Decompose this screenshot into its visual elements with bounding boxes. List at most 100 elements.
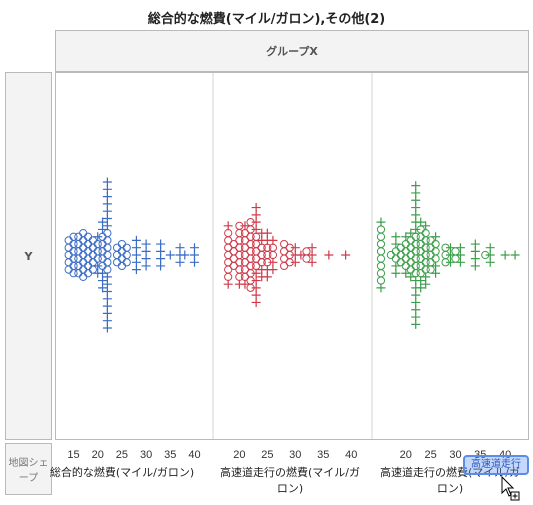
data-point-circle: [396, 243, 405, 252]
data-point-circle: [426, 236, 435, 245]
x-tick-label: 20: [233, 449, 245, 461]
data-point-circle: [302, 247, 311, 256]
y-drop-zone[interactable]: Y: [5, 72, 52, 440]
data-point-circle: [117, 239, 127, 249]
data-point-circle: [391, 247, 400, 256]
data-point-circle: [83, 247, 93, 256]
x-tick-label: 35: [164, 449, 176, 461]
data-point-circle: [64, 236, 73, 245]
data-point-circle: [426, 250, 435, 260]
data-point-circle: [88, 236, 97, 245]
data-point-circle: [98, 247, 107, 256]
data-point-plus: [376, 217, 386, 227]
data-point-circle: [376, 261, 386, 271]
data-point-plus: [391, 268, 401, 278]
data-point-circle: [302, 254, 311, 263]
x-axis-label-highway-mpg-red: 高速道走行の燃費(マイル/ガロン): [220, 466, 360, 495]
data-point-circle: [406, 236, 415, 245]
data-point-circle: [416, 269, 425, 278]
data-point-plus: [411, 224, 421, 234]
x-tick-label: 40: [188, 449, 200, 461]
data-point-circle: [416, 254, 425, 263]
x-axis-label-combined-mpg: 総合的な燃費(マイル/ガロン): [49, 466, 195, 479]
data-point-circle: [431, 239, 440, 249]
data-point-circle: [386, 250, 395, 260]
data-point-circle: [252, 232, 261, 241]
data-point-circle: [88, 258, 97, 267]
data-point-plus: [376, 283, 386, 293]
x-tick-label: 25: [261, 449, 273, 461]
data-point-plus: [510, 250, 520, 260]
data-point-circle: [401, 261, 410, 271]
data-point-circle: [74, 247, 83, 256]
data-point-circle: [376, 247, 386, 256]
data-point-circle: [401, 254, 410, 263]
data-point-circle: [376, 239, 386, 249]
data-point-circle: [117, 261, 127, 271]
data-point-circle: [103, 258, 112, 267]
data-point-circle: [112, 243, 122, 252]
x-tick-label: 25: [116, 449, 128, 461]
data-point-circle: [396, 258, 405, 267]
dragged-variable-chip[interactable]: 高速道走行: [463, 455, 529, 475]
data-point-circle: [103, 236, 112, 245]
data-point-plus: [223, 221, 233, 231]
data-point-circle: [74, 269, 83, 278]
data-point-circle: [376, 276, 386, 285]
data-point-circle: [88, 265, 97, 274]
data-point-circle: [280, 261, 289, 271]
data-point-circle: [83, 239, 93, 249]
data-point-plus: [175, 257, 185, 267]
data-point-plus: [406, 272, 416, 282]
data-point-circle: [79, 250, 88, 260]
data-point-circle: [376, 269, 386, 278]
data-point-plus: [485, 257, 495, 267]
data-point-circle: [64, 258, 73, 267]
data-point-circle: [396, 250, 405, 260]
data-point-circle: [376, 225, 386, 234]
x-tick-label: 25: [425, 449, 437, 461]
data-point-plus: [341, 250, 351, 260]
map-shape-label: 地図シェープ: [8, 458, 49, 484]
x-tick-label: 20: [400, 449, 412, 461]
data-point-circle: [79, 258, 88, 267]
data-point-circle: [416, 247, 425, 256]
data-point-circle: [268, 250, 278, 260]
data-point-plus: [223, 279, 233, 289]
data-point-circle: [103, 229, 112, 238]
data-point-circle: [83, 232, 93, 241]
data-point-circle: [406, 258, 415, 267]
data-point-circle: [224, 272, 233, 281]
data-point-circle: [74, 232, 83, 241]
map-shape-drop-zone[interactable]: 地図シェープ: [5, 443, 52, 495]
data-point-circle: [83, 254, 93, 263]
x-tick-label: 30: [140, 449, 152, 461]
x-tick-label: 20: [92, 449, 104, 461]
data-point-plus: [98, 283, 108, 293]
data-point-circle: [451, 254, 460, 263]
data-point-circle: [64, 250, 73, 260]
data-point-plus: [431, 268, 441, 278]
data-point-circle: [426, 265, 435, 274]
data-point-circle: [406, 265, 415, 274]
data-point-plus: [189, 257, 199, 267]
data-point-plus: [268, 265, 278, 275]
data-point-circle: [74, 254, 83, 263]
data-point-circle: [122, 258, 131, 267]
data-point-plus: [131, 265, 141, 275]
data-point-plus: [102, 323, 112, 333]
x-axis-label-highway-mpg-green: 高速道走行の燃費(マイル/ガロン): [380, 466, 520, 495]
group-x-label: グループX: [266, 45, 318, 58]
data-point-circle: [431, 254, 440, 263]
data-point-circle: [79, 272, 88, 281]
x-tick-label: 30: [449, 449, 461, 461]
data-point-circle: [268, 243, 278, 252]
data-point-circle: [406, 250, 415, 260]
data-point-circle: [416, 232, 425, 241]
data-point-plus: [93, 232, 103, 242]
group-x-drop-zone[interactable]: グループX: [55, 30, 529, 72]
data-point-plus: [251, 224, 261, 234]
data-point-plus: [324, 250, 334, 260]
data-point-plus: [296, 250, 306, 260]
data-point-plus: [240, 221, 250, 231]
